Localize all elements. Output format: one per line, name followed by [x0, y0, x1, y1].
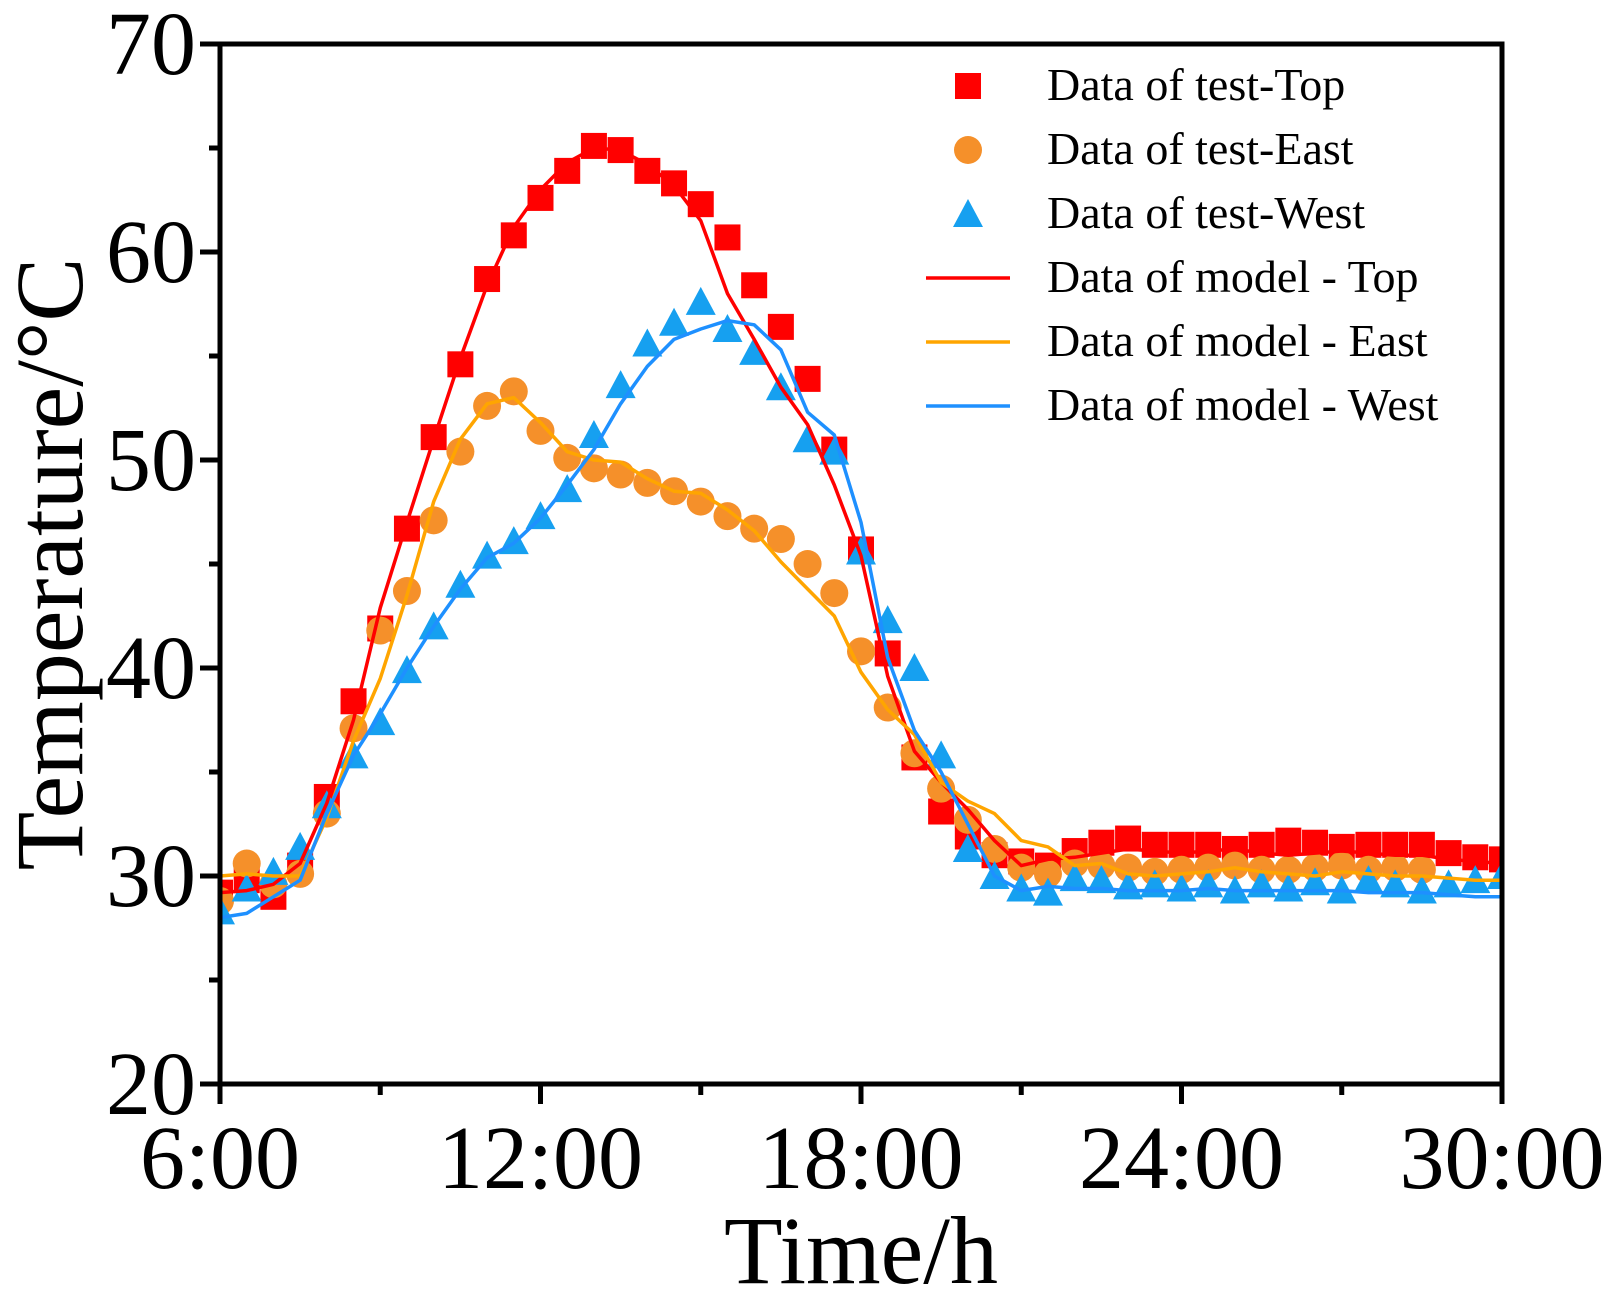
data-point	[899, 653, 930, 681]
x-tick-label: 30:00	[1399, 1109, 1604, 1208]
data-point	[1487, 861, 1502, 889]
legend-symbol	[954, 136, 982, 164]
data-point	[820, 579, 849, 608]
data-point	[1194, 853, 1223, 882]
legend-item: Data of test-Top	[955, 59, 1345, 110]
data-point	[472, 540, 503, 569]
data-point	[927, 774, 956, 803]
legend-symbol	[955, 73, 981, 99]
data-point	[1141, 831, 1168, 858]
legend-label: Data of model - West	[1047, 379, 1439, 430]
data-point	[553, 443, 582, 472]
data-point	[766, 525, 795, 554]
data-point	[632, 328, 663, 357]
data-point	[739, 336, 770, 365]
data-point	[1115, 825, 1142, 852]
legend-item: Data of model - Top	[926, 251, 1419, 302]
legend-item: Data of test-East	[954, 123, 1354, 174]
data-point	[741, 272, 768, 299]
legend-symbol	[953, 199, 983, 227]
data-point	[1113, 871, 1144, 900]
x-axis-title: Time/h	[724, 1197, 998, 1296]
legend-label: Data of test-East	[1047, 123, 1354, 174]
data-point	[1406, 875, 1437, 904]
data-point	[1033, 859, 1062, 888]
model-line	[220, 395, 1502, 882]
data-point	[712, 313, 743, 342]
y-tick-label: 50	[106, 411, 196, 510]
data-point	[1220, 851, 1249, 880]
data-point	[1300, 867, 1331, 896]
plot-frame	[217, 41, 1505, 1087]
legend-label: Data of model - Top	[1047, 251, 1419, 302]
data-point	[1275, 827, 1302, 854]
y-tick-label: 30	[106, 827, 196, 926]
y-tick-labels: 20 30 40 50 60 70	[106, 0, 196, 1134]
legend-item: Data of test-West	[953, 187, 1365, 238]
data-point	[1327, 851, 1356, 880]
data-point	[578, 420, 609, 449]
data-point	[685, 286, 716, 315]
data-point	[1273, 873, 1304, 902]
y-tick-label: 60	[106, 203, 196, 302]
model-line	[220, 146, 1502, 895]
y-tick-label: 40	[106, 619, 196, 718]
data-point	[366, 616, 395, 645]
data-point	[1166, 873, 1197, 902]
y-axis-title: Temperature/°C	[0, 258, 103, 871]
data-point	[1489, 846, 1502, 873]
data-point	[1435, 840, 1462, 867]
x-tick-labels: 6:00 12:00 18:00 24:00 30:00	[140, 1109, 1604, 1208]
y-tick-label: 20	[106, 1035, 196, 1134]
data-point	[1433, 869, 1464, 898]
data-point	[793, 550, 822, 578]
data-point	[1006, 873, 1037, 902]
data-point	[687, 191, 714, 218]
legend-item: Data of model - East	[926, 315, 1428, 366]
data-point	[952, 833, 983, 862]
data-point	[258, 856, 289, 885]
data-point	[1353, 865, 1384, 894]
y-tick-label: 70	[106, 0, 196, 94]
data-point	[340, 688, 367, 715]
legend-label: Data of model - East	[1047, 315, 1428, 366]
data-point	[445, 569, 476, 598]
data-point	[767, 313, 794, 340]
data-point	[526, 416, 555, 445]
data-point	[285, 831, 316, 860]
data-point	[606, 460, 635, 489]
data-point	[980, 834, 1009, 863]
data-point	[659, 307, 690, 336]
x-tick-label: 18:00	[758, 1109, 963, 1208]
data-point	[580, 132, 607, 159]
data-point	[1195, 831, 1222, 858]
legend-label: Data of test-West	[1047, 187, 1365, 238]
model-line	[220, 318, 1502, 920]
data-point	[714, 224, 741, 251]
x-tick-label: 6:00	[140, 1109, 300, 1208]
data-point	[1032, 877, 1063, 906]
data-point	[928, 798, 955, 825]
x-tick-label: 12:00	[438, 1109, 643, 1208]
legend-label: Data of test-Top	[1047, 59, 1345, 110]
x-tick-label: 24:00	[1079, 1109, 1284, 1208]
data-point	[713, 502, 742, 531]
data-point	[232, 849, 261, 878]
data-point	[605, 370, 636, 399]
data-point	[1380, 869, 1411, 898]
data-point	[1086, 865, 1117, 894]
data-point	[525, 501, 556, 530]
data-point	[686, 487, 715, 516]
data-point	[231, 873, 262, 902]
legend: Data of test-Top Data of test-East Data of…	[926, 59, 1439, 430]
data-point	[1059, 863, 1090, 892]
series-layer	[220, 132, 1502, 925]
legend-item: Data of model - West	[926, 379, 1439, 430]
data-point	[1274, 855, 1303, 884]
data-point	[1167, 855, 1196, 884]
